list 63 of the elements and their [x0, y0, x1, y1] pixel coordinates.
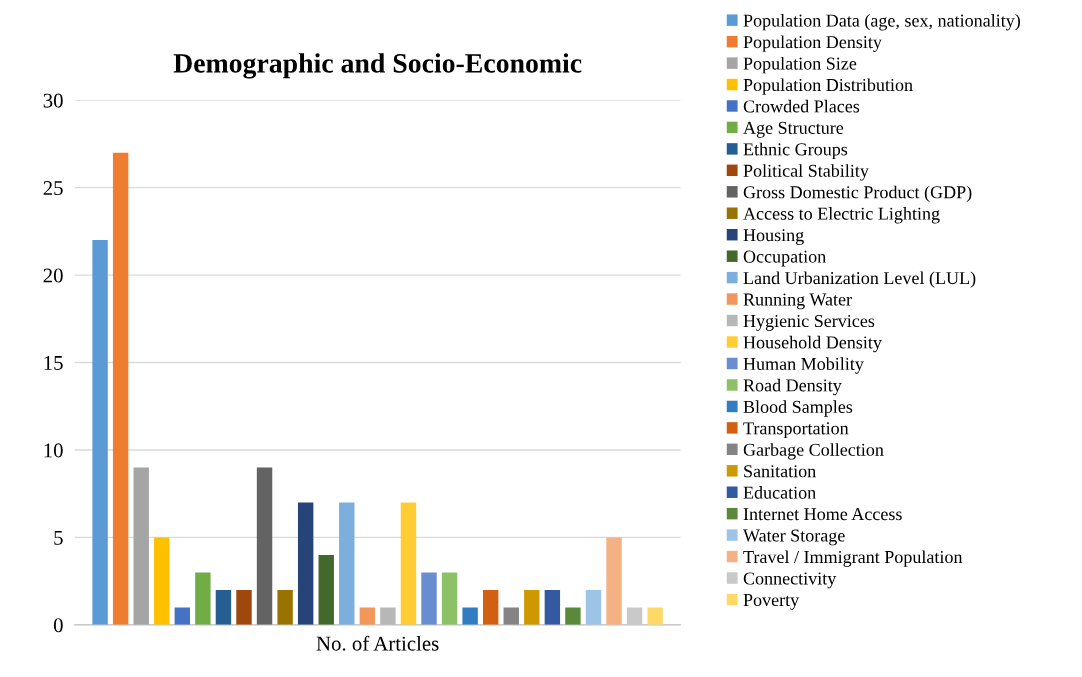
bar [297, 502, 314, 625]
legend-label: Garbage Collection [743, 443, 884, 460]
bar [462, 607, 478, 625]
legend-label: Water Storage [743, 529, 845, 546]
legend-label: Travel / Immigrant Population [743, 550, 963, 567]
legend-label: Household Density [743, 335, 882, 353]
legend-label: Population Distribution [743, 78, 913, 95]
legend-label: Sanitation [744, 465, 816, 478]
bar [215, 589, 232, 625]
bar [359, 607, 376, 625]
legend-label: Ethnic Groups [743, 142, 848, 160]
bar [256, 467, 273, 625]
bar [195, 572, 211, 625]
bar [236, 589, 252, 625]
x-tick-label: No. of Articles [316, 635, 439, 651]
y-tick-label: 0 [53, 618, 63, 633]
legend-label: Hygienic Services [743, 314, 875, 331]
legend-label: Running Water [743, 293, 852, 310]
bar [482, 589, 499, 625]
bar [503, 607, 519, 625]
legend-label: Gross Domestic Product (GDP) [743, 185, 972, 203]
legend-label: Internet Home Access [743, 508, 902, 521]
legend-label: Crowded Places [743, 99, 860, 113]
y-tick-label: 10 [44, 443, 63, 458]
bar [565, 607, 581, 625]
legend-label: Occupation [743, 250, 826, 267]
legend-label: Housing [743, 229, 804, 245]
y-tick-label: 15 [44, 356, 63, 370]
legend-label: Population Data (age, sex, nationality) [743, 13, 1020, 31]
legend-label: Poverty [743, 594, 800, 610]
legend-label: Population Density [743, 35, 882, 52]
legend-label: Blood Samples [743, 400, 853, 417]
y-tick-label: 20 [43, 268, 63, 283]
bar [318, 554, 334, 625]
bar [400, 502, 417, 625]
y-tick-label: 5 [54, 531, 63, 545]
bar [606, 537, 622, 625]
legend-label: Land Urbanization Level (LUL) [743, 271, 976, 288]
bar [441, 572, 458, 625]
legend-label: Connectivity [743, 572, 837, 589]
bar [92, 240, 108, 625]
bar [112, 152, 129, 625]
y-tick-label: 25 [43, 181, 63, 196]
chart-title: Demographic and Socio-Economic [173, 53, 582, 79]
bar [154, 537, 170, 625]
bar [133, 467, 149, 625]
bar [544, 589, 561, 625]
bar [339, 502, 355, 625]
legend-label: Age Structure [743, 121, 844, 138]
legend-label: Road Density [743, 378, 842, 396]
legend-label: Transportation [743, 422, 849, 439]
bar [277, 589, 293, 625]
y-tick-label: 30 [43, 93, 63, 108]
legend-label: Population Size [743, 56, 857, 74]
bar [524, 589, 540, 625]
legend-label: Education [743, 486, 816, 499]
bar [174, 607, 191, 625]
legend-label: Human Mobility [743, 357, 864, 374]
legend-label: Access to Electric Lighting [743, 207, 940, 224]
bar [421, 572, 437, 625]
legend-label: Political Stability [743, 164, 869, 181]
bar [647, 607, 663, 625]
bar [585, 589, 602, 625]
